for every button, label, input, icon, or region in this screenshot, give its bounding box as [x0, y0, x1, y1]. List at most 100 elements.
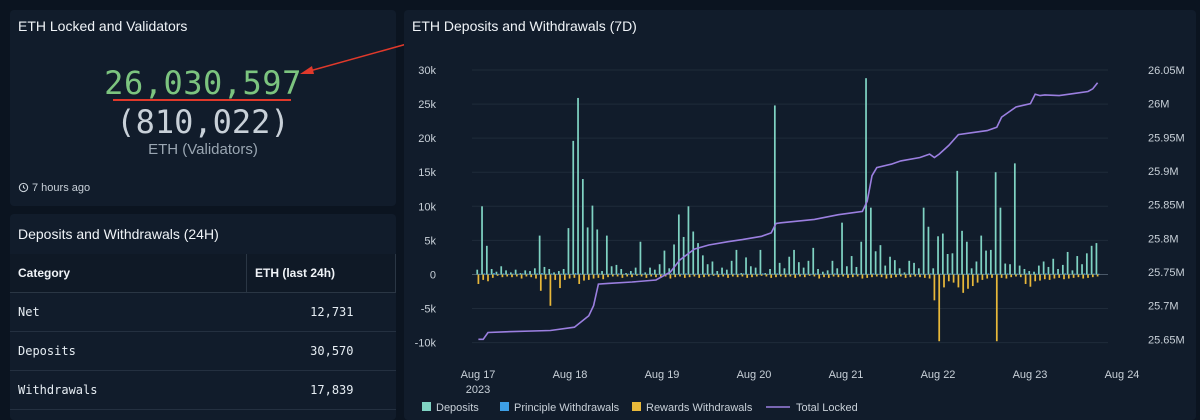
rewards-withdrawal-bar: [986, 274, 989, 279]
rewards-withdrawal-bar: [880, 274, 883, 278]
deposit-bar: [596, 229, 599, 275]
rewards-withdrawal-bar: [919, 274, 921, 278]
rewards-withdrawal-bar: [943, 274, 945, 288]
principle-withdrawal-bar: [589, 273, 591, 275]
deposit-bar: [677, 214, 680, 275]
rewards-withdrawal-bar: [568, 274, 571, 279]
principle-withdrawal-bar: [536, 273, 539, 275]
principle-withdrawal-bar: [593, 273, 596, 275]
y-right-tick-label: 25.9M: [1148, 166, 1179, 178]
y-left-tick-label: 15k: [418, 167, 436, 179]
rewards-withdrawal-bar: [592, 274, 595, 279]
principle-withdrawal-bar: [737, 273, 740, 275]
deposit-bar: [869, 207, 872, 275]
deposit-bar: [845, 266, 848, 275]
principle-withdrawal-bar: [809, 273, 812, 275]
deposit-bar: [1004, 263, 1007, 275]
rewards-withdrawal-bar: [760, 274, 763, 276]
rewards-withdrawal-bar: [487, 274, 489, 282]
rewards-withdrawal-bar: [703, 274, 705, 278]
principle-withdrawal-bar: [805, 273, 807, 275]
deposit-bar: [615, 264, 618, 275]
principle-withdrawal-bar: [968, 273, 971, 275]
deposit-bar: [778, 262, 781, 275]
deposit-bar: [548, 268, 551, 275]
deposit-bar: [653, 269, 656, 275]
principle-withdrawal-bar: [699, 273, 702, 275]
rewards-withdrawal-bar: [1077, 274, 1080, 278]
rewards-withdrawal-bar: [803, 274, 806, 278]
deposit-bar: [773, 105, 776, 275]
rewards-withdrawal-bar: [871, 274, 873, 278]
deposit-bar: [721, 267, 723, 275]
principle-withdrawal-bar: [910, 273, 913, 275]
deposit-bar: [644, 272, 647, 275]
deposit-bar: [581, 179, 584, 275]
deposit-bar: [1023, 268, 1026, 275]
deposit-bar: [476, 269, 479, 275]
deposit-bar: [1081, 264, 1083, 275]
deposit-bar: [893, 260, 896, 275]
deposit-bar: [989, 249, 992, 275]
principle-withdrawal-bar: [958, 273, 961, 275]
rewards-withdrawal-bar: [981, 274, 984, 280]
rewards-withdrawal-bar: [1034, 274, 1037, 282]
principle-withdrawal-bar: [915, 273, 918, 275]
rewards-withdrawal-bar: [659, 274, 662, 278]
chart-title: ETH Deposits and Withdrawals (7D): [412, 18, 637, 34]
rewards-withdrawal-bar: [789, 274, 792, 277]
rewards-withdrawal-bar: [890, 274, 893, 278]
principle-withdrawal-bar: [1025, 273, 1028, 275]
deposit-bar: [524, 270, 527, 275]
annotation-arrow: [300, 41, 415, 74]
rewards-withdrawal-bar: [621, 274, 624, 278]
deposit-bar: [903, 272, 906, 275]
column-header-eth[interactable]: ETH (last 24h): [246, 254, 396, 293]
row-value: 30,570: [246, 331, 396, 371]
row-value: 12,731: [246, 292, 396, 332]
deposit-bar: [692, 231, 695, 275]
deposit-bar: [610, 266, 613, 275]
rewards-withdrawal-bar: [491, 274, 494, 278]
deposit-bar: [519, 273, 522, 275]
table-row: Deposits 30,570: [10, 331, 396, 371]
rewards-withdrawal-bar: [866, 274, 869, 278]
eth-locked-panel: ETH Locked and Validators 26,030,597 (81…: [10, 10, 396, 206]
rewards-withdrawal-bar: [501, 274, 504, 278]
principle-withdrawal-bar: [982, 273, 985, 275]
principle-withdrawal-bar: [800, 273, 803, 275]
rewards-withdrawal-bar: [722, 274, 725, 277]
rewards-withdrawal-bar: [1096, 274, 1099, 277]
eth-validators-label: ETH (Validators): [148, 141, 258, 158]
rewards-withdrawal-bar: [875, 274, 878, 277]
deposit-bar: [831, 260, 834, 275]
principle-withdrawal-bar: [1016, 273, 1019, 275]
deposit-bar: [1066, 251, 1069, 275]
rewards-withdrawal-bar: [1072, 274, 1075, 278]
deposit-bar: [706, 264, 709, 275]
rewards-withdrawal-bar: [712, 274, 715, 276]
deposit-bar: [898, 268, 901, 275]
rewards-withdrawal-bar: [851, 274, 854, 278]
deposit-bar: [500, 266, 503, 275]
principle-withdrawal-bar: [953, 273, 956, 275]
deposit-bar: [889, 256, 891, 275]
deposit-bar: [673, 244, 675, 275]
principle-withdrawal-bar: [1001, 273, 1004, 275]
y-right-tick-label: 25.75M: [1148, 267, 1185, 279]
principle-withdrawal-bar: [781, 273, 783, 275]
y-left-tick-label: -10k: [415, 338, 437, 350]
deposit-bar: [634, 267, 637, 275]
deposit-bar: [620, 268, 623, 275]
deposit-bar: [725, 269, 728, 275]
y-left-tick-label: 30k: [418, 65, 436, 77]
deposit-bar: [764, 273, 767, 275]
table-title: Deposits and Withdrawals (24H): [18, 226, 219, 242]
principle-withdrawal-bar: [1093, 273, 1095, 275]
rewards-withdrawal-bar: [573, 274, 576, 278]
column-header-category[interactable]: Category: [10, 254, 247, 293]
principle-withdrawal-bar: [857, 273, 860, 275]
principle-withdrawal-bar: [704, 273, 707, 275]
rewards-withdrawal-bar: [765, 274, 768, 277]
principle-withdrawal-bar: [617, 273, 620, 275]
